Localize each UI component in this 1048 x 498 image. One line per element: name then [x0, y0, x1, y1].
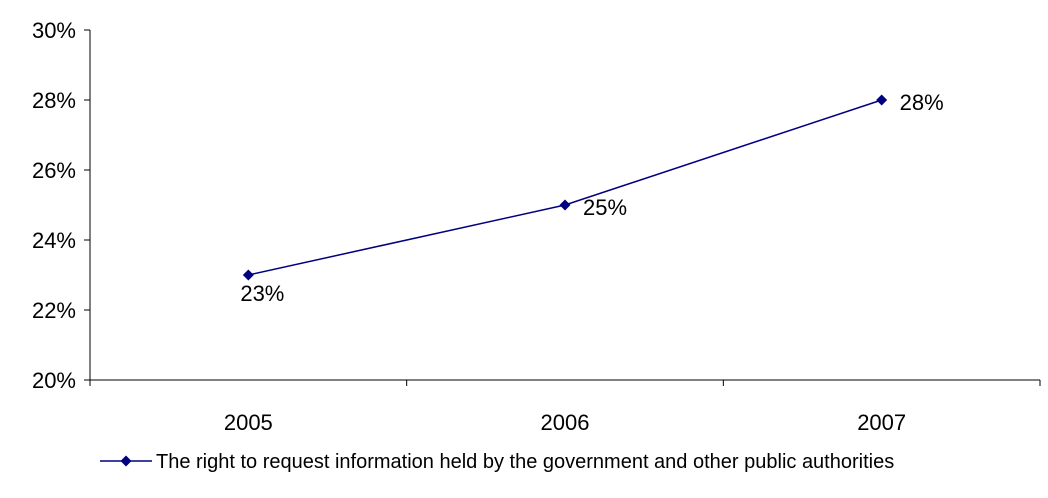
- y-tick-label: 24%: [32, 228, 76, 253]
- data-point-marker: [876, 94, 888, 106]
- series-group: 23% 25% 28%: [240, 90, 943, 306]
- x-tick-label: 2006: [541, 410, 590, 435]
- y-tick-label: 26%: [32, 158, 76, 183]
- x-tick-label: 2007: [857, 410, 906, 435]
- y-tick-label: 28%: [32, 88, 76, 113]
- x-tick-label: 2005: [224, 410, 273, 435]
- chart-axes: [89, 30, 1040, 381]
- data-label: 28%: [900, 90, 944, 115]
- y-axis-ticks: 20% 22% 24% 26% 28% 30%: [32, 18, 90, 393]
- x-axis-ticks: 2005 2006 2007: [89, 380, 1041, 435]
- series-line: [248, 99, 882, 276]
- y-tick-label: 22%: [32, 298, 76, 323]
- data-point-marker: [242, 269, 254, 281]
- data-label: 23%: [240, 281, 284, 306]
- legend-diamond-marker: [120, 455, 132, 467]
- data-point-marker: [559, 199, 571, 211]
- y-tick-label: 20%: [32, 368, 76, 393]
- y-tick-label: 30%: [32, 18, 76, 43]
- data-label: 25%: [583, 195, 627, 220]
- legend: The right to request information held by…: [100, 451, 894, 473]
- legend-label: The right to request information held by…: [156, 451, 894, 473]
